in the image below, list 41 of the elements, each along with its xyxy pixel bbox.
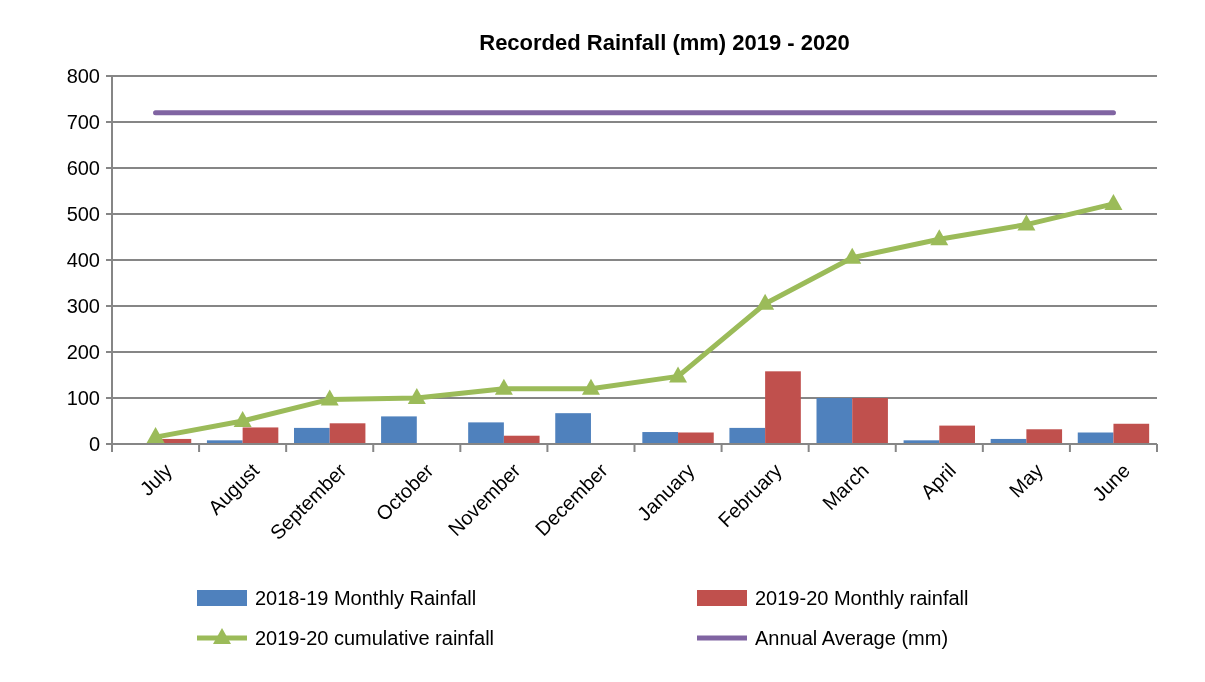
point — [1104, 193, 1123, 210]
point — [407, 388, 426, 404]
legend-label: 2019-20 Monthly rainfall — [755, 587, 969, 609]
point — [494, 378, 513, 395]
bar — [1026, 429, 1063, 444]
point — [756, 293, 775, 310]
y-tick-label: 600 — [66, 157, 100, 179]
point — [669, 366, 688, 383]
bar — [642, 432, 679, 444]
y-tick-label: 800 — [66, 65, 100, 87]
bar — [816, 398, 853, 444]
bar — [468, 422, 504, 444]
bar — [1113, 423, 1150, 444]
point — [146, 427, 165, 444]
point — [320, 389, 339, 406]
chart-title: Recorded Rainfall (mm) 2019 - 2020 — [479, 30, 850, 55]
point — [581, 378, 600, 395]
legend-label: 2019-20 cumulative rainfall — [255, 627, 495, 649]
point — [930, 229, 949, 246]
bar — [765, 371, 801, 444]
y-tick-label: 300 — [66, 295, 100, 317]
x-tick-label: May — [1004, 459, 1048, 502]
point — [1017, 214, 1036, 231]
y-tick-label: 400 — [66, 249, 100, 271]
y-tick-label: 500 — [66, 203, 100, 225]
bar — [729, 427, 766, 444]
y-tick-label: 0 — [88, 433, 100, 455]
bar — [381, 416, 417, 444]
point — [233, 411, 252, 427]
y-tick-label: 100 — [66, 387, 100, 409]
y-tick-label: 700 — [66, 111, 100, 133]
bar — [242, 427, 279, 444]
bar — [852, 398, 888, 444]
legend-label: 2018-19 Monthly Rainfall — [255, 587, 477, 609]
y-tick-label: 200 — [66, 341, 100, 363]
legend-label: Annual Average (mm) — [755, 627, 949, 649]
x-tick-label: July — [135, 459, 177, 500]
bar — [294, 427, 330, 444]
bar — [555, 413, 591, 444]
bar — [329, 423, 366, 444]
bar — [939, 425, 975, 444]
